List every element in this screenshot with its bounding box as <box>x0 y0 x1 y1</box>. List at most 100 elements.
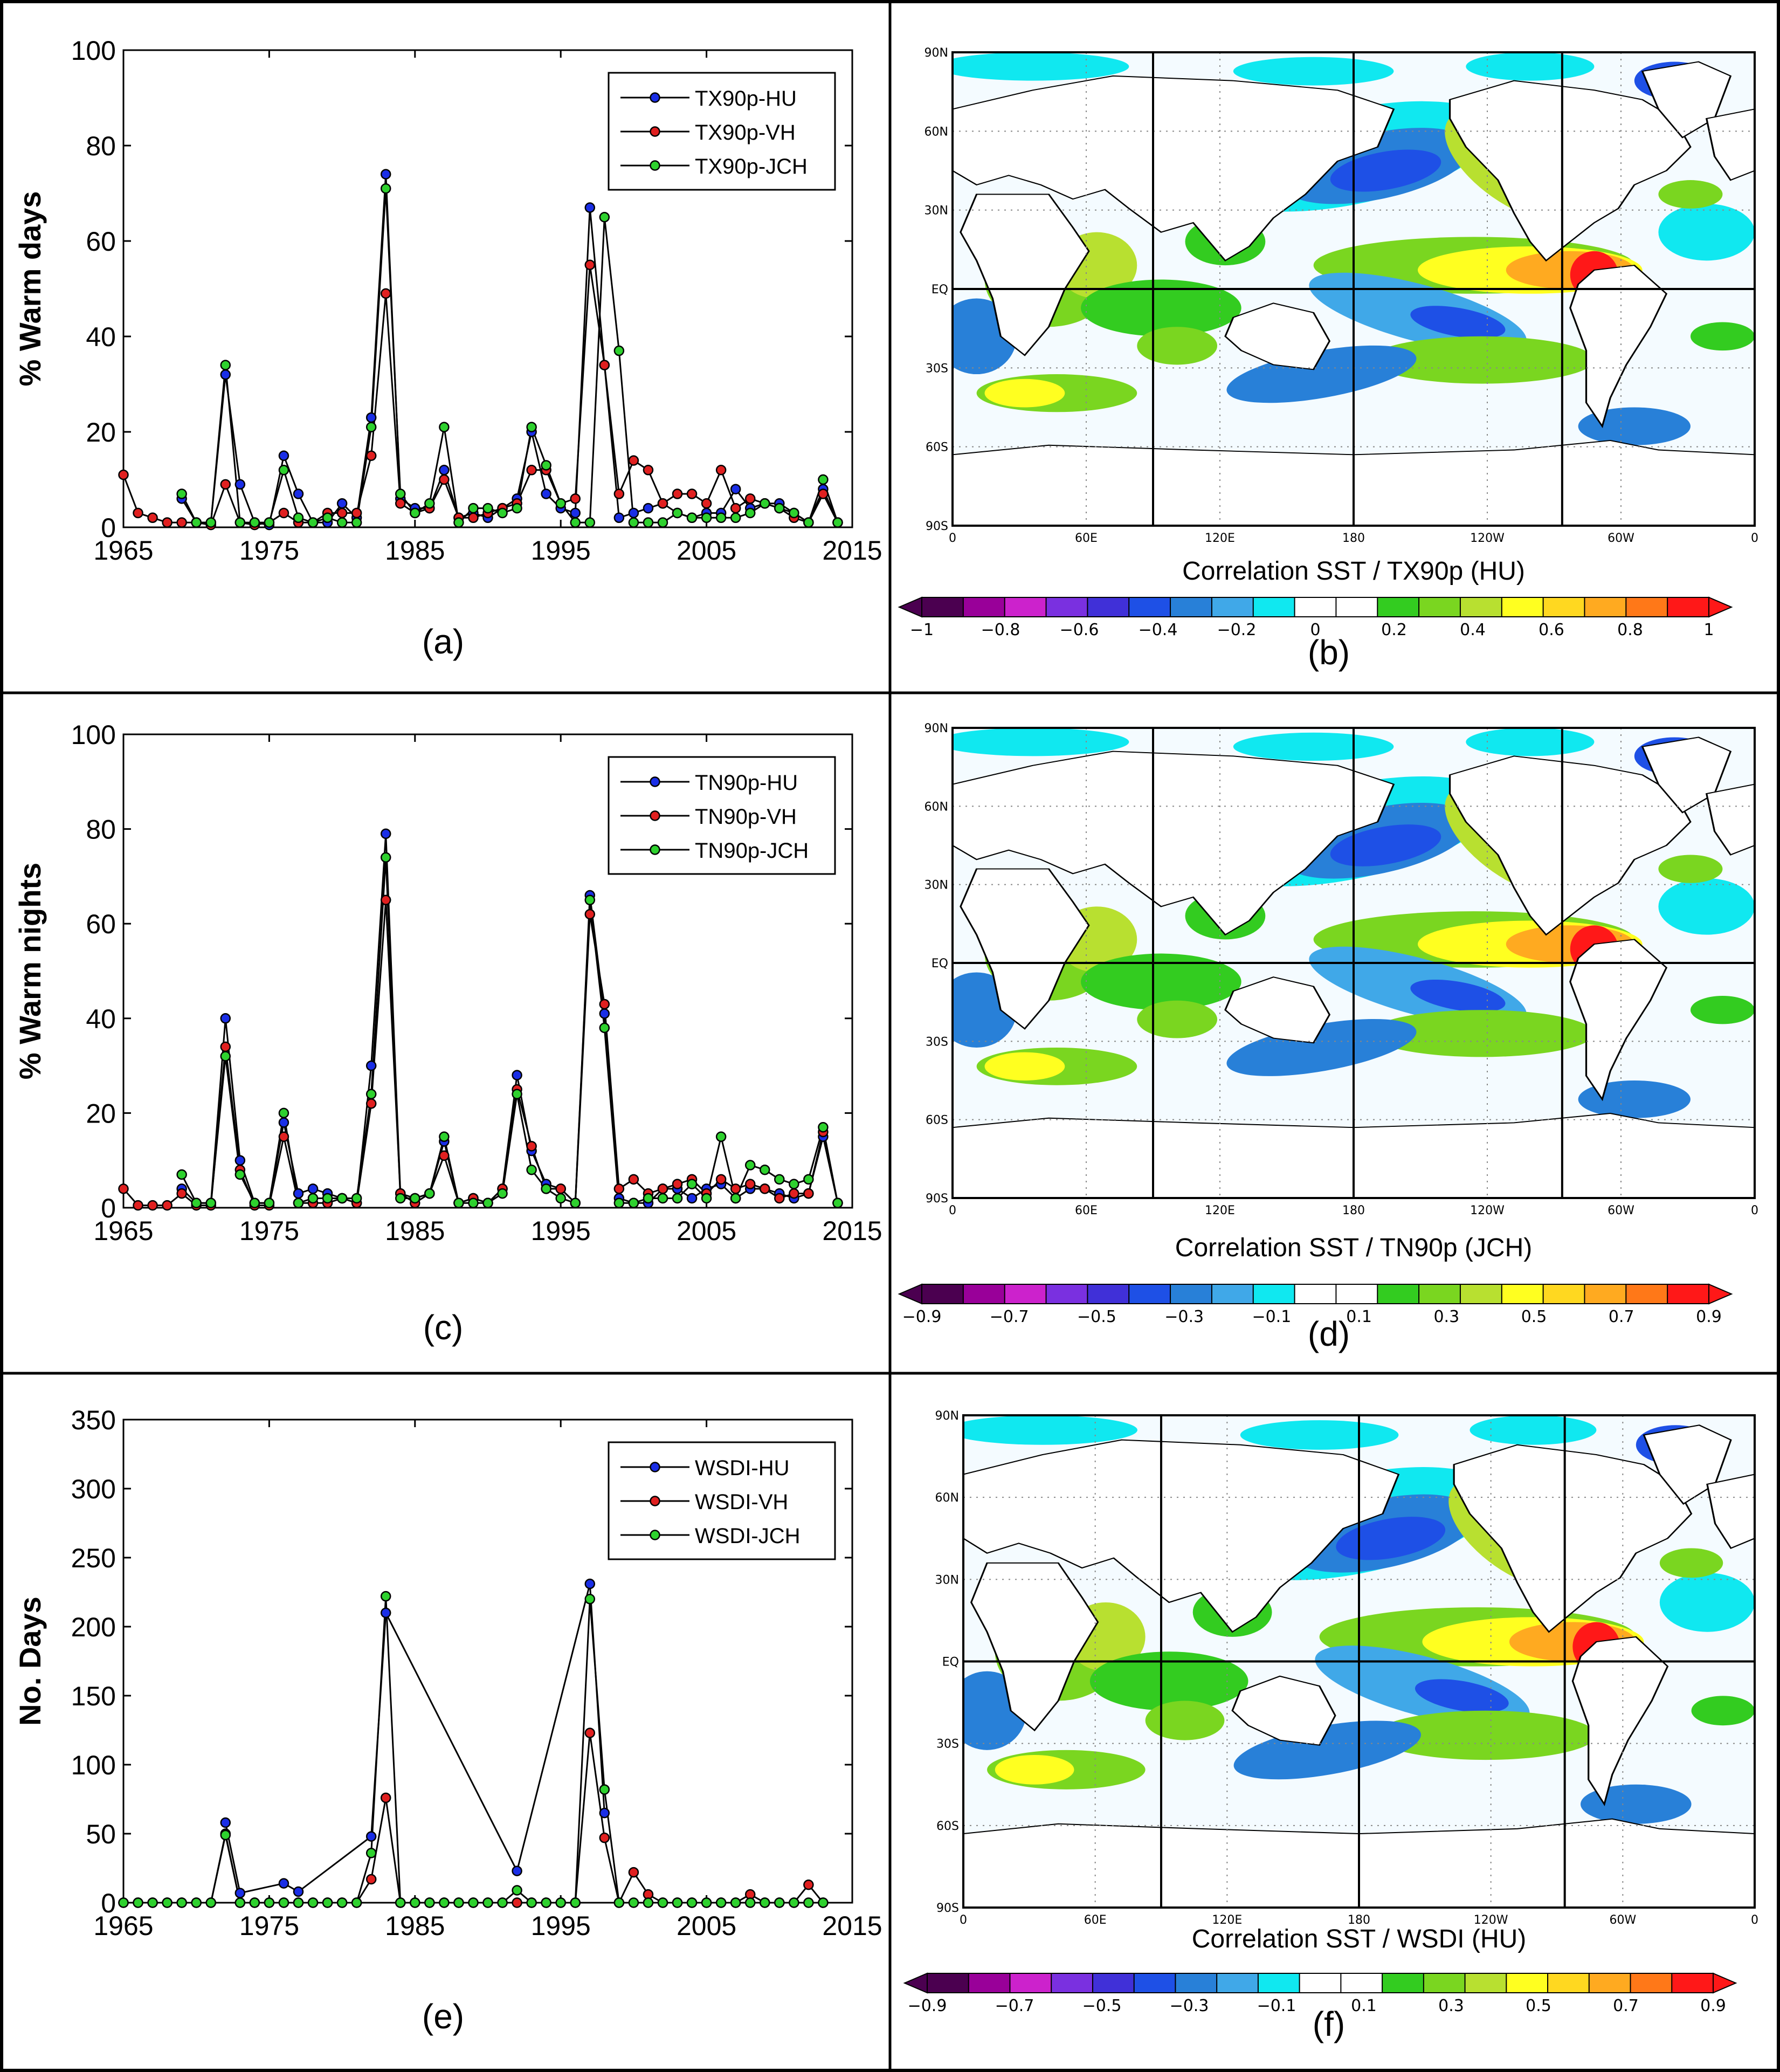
correlation-contour <box>1081 279 1241 336</box>
longitude-label: 60E <box>1075 532 1098 545</box>
colorbar-tick-label: −0.6 <box>1060 621 1099 639</box>
longitude-label: 60W <box>1607 532 1634 545</box>
data-point <box>730 484 741 494</box>
data-point <box>380 1591 391 1602</box>
data-point <box>365 1874 377 1885</box>
data-point <box>322 1193 333 1204</box>
correlation-contour <box>1240 1420 1399 1450</box>
correlation-contour <box>984 378 1065 408</box>
data-point <box>803 1879 814 1890</box>
data-point <box>701 498 712 509</box>
panel-label: (e) <box>422 1997 464 2036</box>
data-point <box>439 422 450 432</box>
data-point <box>760 498 770 509</box>
x-tick-label: 1965 <box>93 535 153 566</box>
colorbar-segment <box>921 1284 964 1304</box>
data-point <box>365 1848 377 1858</box>
data-point <box>380 1792 391 1803</box>
correlation-contour <box>963 1415 1137 1445</box>
correlation-contour <box>1089 1651 1248 1711</box>
colorbar-segment <box>1045 597 1088 617</box>
map-frame <box>951 727 1756 1199</box>
data-point <box>789 1897 799 1908</box>
data-point <box>264 1197 275 1208</box>
data-point <box>715 1174 727 1185</box>
data-point <box>322 512 333 524</box>
legend-marker <box>650 92 660 103</box>
correlation-contour <box>953 52 1129 81</box>
data-point <box>133 1200 143 1211</box>
longitude-label: 60E <box>1075 1204 1098 1217</box>
y-tick-label: 20 <box>86 1098 116 1128</box>
data-point <box>191 517 202 528</box>
data-point <box>497 1897 508 1908</box>
latitude-label: 90S <box>936 1902 959 1915</box>
legend-marker <box>650 1462 660 1472</box>
colorbar-segment <box>1340 1973 1383 1993</box>
data-point <box>584 1727 596 1738</box>
colorbar-segment <box>927 1973 970 1993</box>
map-frame <box>962 1414 1756 1909</box>
data-point <box>789 1188 799 1199</box>
colorbar-segment <box>1087 1284 1130 1304</box>
colorbar-segment <box>1667 1284 1710 1304</box>
data-point <box>672 1897 683 1908</box>
colorbar-segment <box>1335 597 1378 617</box>
data-point <box>410 1193 420 1204</box>
x-tick-label: 1985 <box>385 1911 445 1941</box>
correlation-contour <box>1690 996 1755 1024</box>
legend-label: WSDI-JCH <box>695 1524 801 1548</box>
data-point <box>672 507 683 519</box>
data-point <box>118 1897 129 1908</box>
data-point <box>643 1897 654 1908</box>
map-title: Correlation SST / TN90p (JCH) <box>1175 1234 1532 1262</box>
y-axis-title: No. Days <box>13 1596 47 1726</box>
data-point <box>220 1817 231 1828</box>
data-point <box>220 1051 231 1062</box>
data-point <box>336 1193 348 1204</box>
data-point <box>278 1131 289 1142</box>
correlation-contour <box>1330 149 1441 192</box>
y-tick-label: 100 <box>71 1750 116 1780</box>
data-point <box>176 1169 187 1180</box>
data-point <box>293 1197 304 1208</box>
data-point <box>365 422 377 432</box>
colorbar-tick-label: −0.7 <box>995 1997 1034 2015</box>
data-point <box>803 1188 814 1199</box>
data-point <box>278 1878 289 1889</box>
data-point <box>249 517 260 528</box>
data-point <box>336 517 348 528</box>
colorbar-segment <box>1211 1284 1254 1304</box>
data-point <box>657 498 668 509</box>
legend-label: TN90p-JCH <box>695 839 809 863</box>
correlation-map <box>953 728 1755 1198</box>
data-point <box>482 502 493 514</box>
colorbar-segment <box>1009 1973 1052 1993</box>
colorbar-tick-label: −0.9 <box>908 1997 947 2015</box>
panel-label: (f) <box>1313 2005 1345 2043</box>
data-point <box>249 1197 260 1208</box>
x-tick-label: 1985 <box>385 1216 445 1246</box>
data-point <box>220 1013 231 1024</box>
correlation-contour <box>1578 407 1691 445</box>
data-point <box>176 1188 187 1199</box>
longitude-label: 120E <box>1205 532 1235 545</box>
longitude-label: 0 <box>1751 1913 1758 1927</box>
data-point <box>453 1197 464 1208</box>
data-point <box>657 517 668 528</box>
data-point <box>278 1117 289 1128</box>
longitude-label: 120W <box>1470 532 1505 545</box>
map-title: Correlation SST / TX90p (HU) <box>1182 557 1525 586</box>
correlation-contour <box>1659 1573 1755 1632</box>
data-point <box>264 1897 275 1908</box>
legend-marker <box>650 1530 660 1540</box>
x-tick-label: 1965 <box>93 1911 153 1941</box>
data-point <box>584 1578 596 1589</box>
colorbar-tick-label: 0.7 <box>1613 1997 1639 2015</box>
latitude-label: EQ <box>942 1656 959 1669</box>
data-point <box>599 1832 610 1843</box>
data-point <box>584 894 596 906</box>
data-point <box>541 1183 551 1194</box>
colorbar-segment <box>1423 1973 1466 1993</box>
